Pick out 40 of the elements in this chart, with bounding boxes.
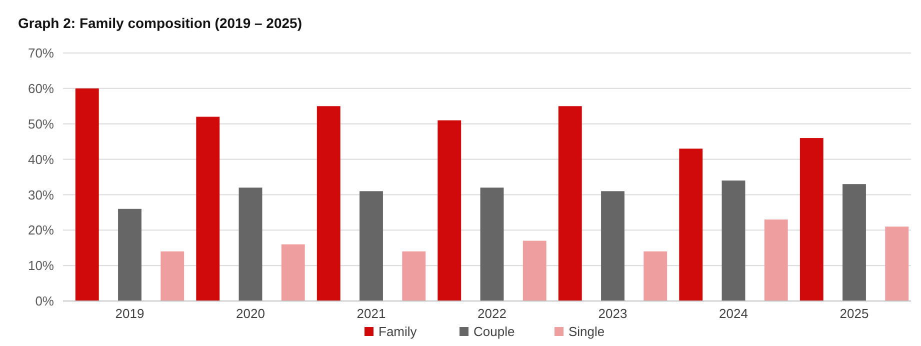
bar — [118, 208, 142, 301]
bar — [522, 240, 546, 301]
legend-label: Single — [568, 324, 605, 339]
y-tick-label: 40% — [28, 152, 54, 167]
bar — [238, 188, 262, 301]
bar — [800, 138, 824, 301]
chart-title: Graph 2: Family composition (2019 – 2025) — [18, 15, 302, 31]
bar — [281, 244, 305, 301]
bar — [160, 251, 184, 301]
y-tick-label: 70% — [28, 46, 54, 61]
x-tick-label: 2020 — [236, 306, 265, 321]
bar — [601, 191, 624, 301]
bar — [316, 106, 340, 301]
bar — [644, 251, 668, 301]
x-tick-label: 2023 — [598, 306, 628, 321]
bar — [360, 191, 383, 301]
bar — [402, 251, 426, 301]
y-tick-label: 60% — [28, 80, 54, 96]
bar — [722, 180, 746, 301]
bar — [764, 220, 788, 301]
bar — [438, 120, 462, 301]
x-tick-label: 2024 — [719, 306, 748, 321]
bar — [196, 116, 220, 301]
bar — [842, 184, 866, 301]
legend-label: Couple — [474, 324, 515, 339]
bar — [75, 88, 99, 301]
bar — [679, 148, 703, 301]
y-tick-label: 50% — [28, 116, 54, 132]
y-tick-label: 0% — [35, 294, 54, 309]
x-tick-label: 2019 — [115, 306, 144, 321]
legend-label: Family — [378, 324, 418, 339]
y-tick-label: 10% — [28, 258, 54, 274]
bar — [885, 226, 909, 301]
bar — [558, 106, 582, 301]
x-tick-label: 2022 — [478, 306, 506, 321]
bar — [480, 188, 504, 301]
y-tick-label: 30% — [28, 187, 54, 202]
x-tick-label: 2025 — [840, 306, 869, 321]
y-tick-label: 20% — [28, 222, 54, 238]
x-tick-label: 2021 — [356, 306, 386, 321]
